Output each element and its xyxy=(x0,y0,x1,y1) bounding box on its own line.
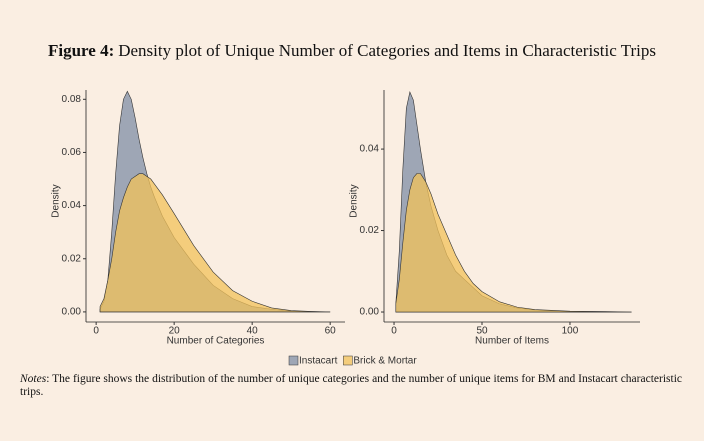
x-tick-label: 50 xyxy=(476,326,488,337)
y-axis-label: Density xyxy=(51,184,62,217)
y-tick-label: 0.00 xyxy=(62,307,82,318)
x-tick-label: 60 xyxy=(325,326,337,337)
title-text: Density plot of Unique Number of Categor… xyxy=(118,41,657,60)
y-axis-label: Density xyxy=(349,184,360,217)
figure-title: Figure 4: Density plot of Unique Number o… xyxy=(0,41,704,61)
y-tick-label: 0.04 xyxy=(62,200,82,211)
figure-label: Figure 4: xyxy=(47,41,115,60)
x-axis-label: Number of Items xyxy=(475,336,549,347)
y-tick-label: 0.08 xyxy=(62,94,82,105)
y-tick-label: 0.00 xyxy=(360,307,380,318)
x-tick-label: 20 xyxy=(169,326,181,337)
legend-swatch xyxy=(343,355,353,366)
y-tick-label: 0.02 xyxy=(360,225,380,236)
notes-text: : The figure shows the distribution of t… xyxy=(20,373,682,398)
density-area xyxy=(395,173,632,313)
x-tick-label: 0 xyxy=(93,326,99,337)
x-axis-label: Number of Categories xyxy=(167,336,265,347)
x-tick-label: 40 xyxy=(247,326,259,337)
x-tick-label: 100 xyxy=(562,326,579,337)
y-tick-label: 0.04 xyxy=(360,144,380,155)
notes-label: Notes xyxy=(20,373,47,385)
legend-label: Brick & Mortar xyxy=(353,356,417,367)
legend-swatch xyxy=(288,355,299,366)
x-tick-label: 0 xyxy=(391,326,397,337)
y-tick-label: 0.02 xyxy=(62,253,82,264)
notes: Notes: The figure shows the distribution… xyxy=(20,373,682,399)
y-tick-label: 0.06 xyxy=(62,147,82,158)
density-area xyxy=(99,173,331,313)
legend-label: Instacart xyxy=(299,356,338,367)
